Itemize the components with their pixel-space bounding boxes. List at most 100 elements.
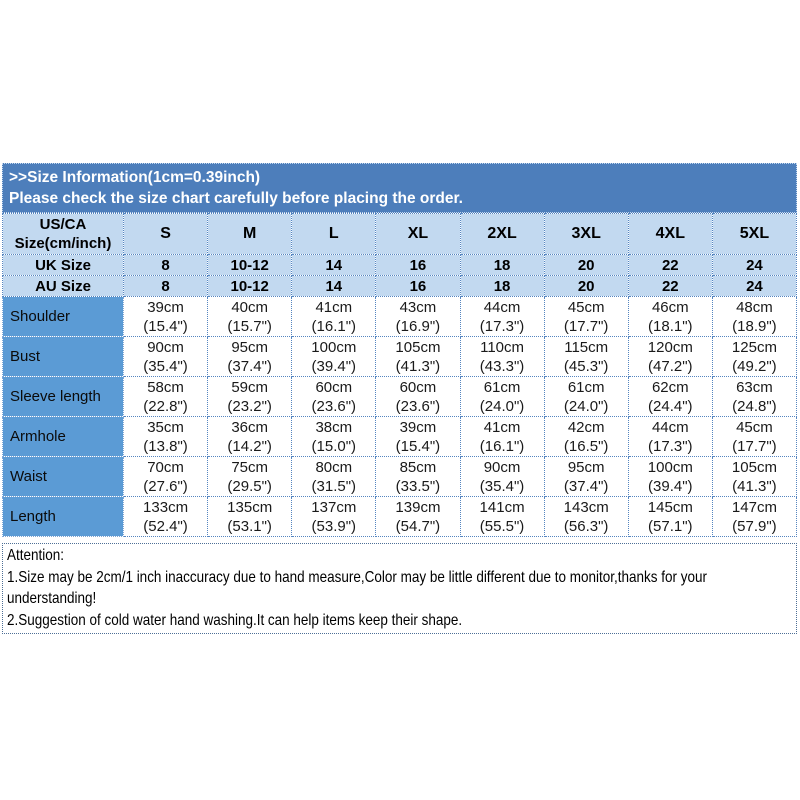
size-value-cell: 24 [711, 254, 798, 276]
measurement-cell: 58cm (22.8") [122, 376, 209, 417]
measurement-cell: 70cm (27.6") [122, 456, 209, 497]
cm-value: 100cm [647, 458, 693, 476]
row-label: Armhole [2, 416, 124, 457]
inch-value: (18.9") [732, 317, 777, 335]
measurement-cell: 39cm (15.4") [122, 296, 209, 337]
measurement-cell: 61cm (24.0") [459, 376, 545, 417]
size-value-cell: 8 [122, 275, 209, 297]
inch-value: (24.0") [479, 397, 525, 415]
table-row-armhole: Armhole 35cm (13.8") 36cm (14.2") 38cm (15.0")… [2, 416, 798, 457]
measurement-cell: 135cm (53.1") [207, 496, 293, 537]
cm-value: 60cm [399, 378, 437, 396]
measurement-cell: 141cm (55.5") [459, 496, 545, 537]
inch-value: (37.4") [563, 477, 609, 495]
column-header-2xl: 2XL [459, 213, 545, 255]
inch-value: (53.1") [227, 517, 272, 535]
banner-title: >>Size Information(1cm=0.39inch) [9, 169, 261, 186]
measurement-cell: 100cm (39.4") [291, 336, 377, 377]
cm-value: 115cm [564, 338, 609, 356]
table-header-row: US/CA Size(cm/inch) S M L XL 2XL 3XL 4XL 5XL [2, 213, 798, 255]
attention-line-1: 1.Size may be 2cm/1 inch inaccuracy due … [7, 568, 707, 608]
inch-value: (24.4") [648, 397, 693, 415]
cm-value: 90cm [147, 338, 184, 356]
measurement-cell: 90cm (35.4") [122, 336, 209, 377]
size-value-cell: 18 [459, 275, 545, 297]
corner-header-us-ca-size: US/CA Size(cm/inch) [2, 213, 124, 255]
row-label: Sleeve length [2, 376, 124, 417]
table-row-sleeve-length: Sleeve length 58cm (22.8") 59cm (23.2") 60cm(… [2, 376, 798, 417]
inch-value: (14.2") [227, 437, 272, 455]
measurement-cell: 44cm (17.3") [459, 296, 545, 337]
inch-value: (18.1") [648, 317, 693, 335]
measurement-cell: 59cm (23.2") [207, 376, 293, 417]
cm-value: 125cm [731, 338, 777, 356]
banner-subtitle: Please check the size chart carefully be… [9, 190, 463, 207]
table-row-waist: Waist 70cm (27.6") 75cm (29.5") 80cm (31.5") 85… [2, 456, 798, 497]
inch-value: (27.6") [143, 477, 188, 495]
row-label: Bust [2, 336, 124, 377]
size-value-cell: 18 [459, 254, 545, 276]
cm-value: 40cm [231, 298, 269, 316]
size-value-cell: 14 [291, 275, 377, 297]
size-value-cell: 20 [543, 254, 629, 276]
row-label: UK Size [2, 254, 124, 276]
inch-value: (45.3") [563, 357, 609, 375]
measurement-cell: 38cm (15.0") [291, 416, 377, 457]
inch-value: (24.8") [732, 397, 777, 415]
size-value-cell: 10-12 [207, 275, 293, 297]
measurement-cell: 90cm (35.4") [459, 456, 545, 497]
measurement-cell: 42cm (16.5") [543, 416, 629, 457]
cm-value: 61cm [483, 378, 521, 396]
cm-value: 60cm [315, 378, 353, 396]
size-value-cell: 22 [627, 254, 713, 276]
cm-value: 39cm [147, 298, 184, 316]
cm-value: 41cm [315, 298, 353, 316]
inch-value: (47.2") [648, 357, 693, 375]
inch-value: (15.4") [395, 437, 441, 455]
inch-value: (23.6") [395, 397, 441, 415]
column-header-4xl: 4XL [627, 213, 713, 255]
table-row-shoulder: Shoulder 39cm (15.4") 40cm (15.7") 41cm (16.1"… [2, 296, 798, 337]
cm-value: 141cm [479, 498, 525, 516]
measurement-cell: 105cm (41.3") [375, 336, 461, 377]
measurement-cell: 75cm (29.5") [207, 456, 293, 497]
inch-value: (17.3") [648, 437, 693, 455]
cm-value: 90cm [483, 458, 521, 476]
cm-value: 58cm [147, 378, 184, 396]
size-info-banner: >>Size Information(1cm=0.39inch) Please … [2, 163, 797, 213]
inch-value: (15.4") [143, 317, 188, 335]
cm-value: 80cm [315, 458, 353, 476]
inch-value: (41.3") [395, 357, 441, 375]
row-label: Length [2, 496, 124, 537]
cm-value: 147cm [731, 498, 777, 516]
size-value-cell: 24 [711, 275, 798, 297]
cm-value: 61cm [567, 378, 605, 396]
cm-value: 48cm [736, 298, 773, 316]
inch-value: (33.5") [395, 477, 441, 495]
measurement-cell: 43cm (16.9") [375, 296, 461, 337]
cm-value: 133cm [143, 498, 189, 516]
inch-value: (57.9") [732, 517, 777, 535]
size-table: US/CA Size(cm/inch) S M L XL 2XL 3XL 4XL 5XL UK Si… [2, 213, 798, 537]
measurement-cell: 39cm (15.4") [375, 416, 461, 457]
measurement-cell: 110cm (43.3") [459, 336, 545, 377]
column-header-m: M [207, 213, 293, 255]
row-label: Waist [2, 456, 124, 497]
measurement-cell: 63cm (24.8") [711, 376, 798, 417]
cm-value: 36cm [231, 418, 269, 436]
inch-value: (56.3") [563, 517, 609, 535]
cm-value: 137cm [311, 498, 357, 516]
cm-value: 105cm [395, 338, 441, 356]
cm-value: 100cm [311, 338, 357, 356]
cm-value: 46cm [651, 298, 689, 316]
cm-value: 59cm [231, 378, 269, 396]
inch-value: (16.1") [311, 317, 357, 335]
inch-value: (41.3") [732, 477, 777, 495]
cm-value: 41cm [483, 418, 521, 436]
inch-value: (16.9") [395, 317, 441, 335]
table-row-au-size: AU Size 8 10-12 14 16 18 20 22 24 [2, 275, 798, 297]
cm-value: 143cm [563, 498, 609, 516]
inch-value: (37.4") [227, 357, 272, 375]
size-value-cell: 10-12 [207, 254, 293, 276]
